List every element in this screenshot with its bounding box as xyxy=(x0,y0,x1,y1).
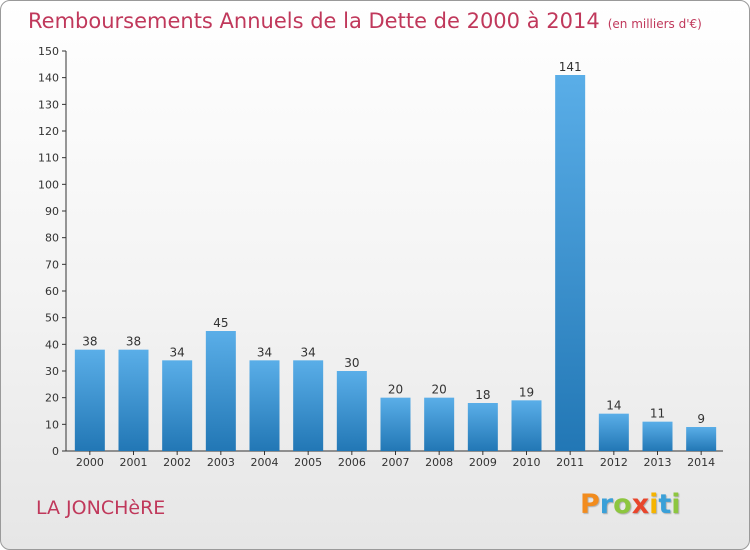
bars xyxy=(74,75,717,451)
data-label: 141 xyxy=(559,60,582,74)
y-tick-label: 150 xyxy=(38,45,59,58)
y-tick-label: 20 xyxy=(45,392,59,405)
y-tick-label: 120 xyxy=(38,125,59,138)
bar xyxy=(642,421,673,451)
bar xyxy=(74,349,105,451)
bar xyxy=(205,331,236,451)
logo-letter: r xyxy=(599,489,614,520)
data-label: 30 xyxy=(344,356,359,370)
bar xyxy=(511,400,542,451)
logo-letter: i xyxy=(649,489,659,520)
bar xyxy=(336,371,367,451)
data-label: 34 xyxy=(301,345,316,359)
y-tick-label: 50 xyxy=(45,312,59,325)
data-label: 38 xyxy=(82,335,97,349)
proxiti-logo[interactable]: Proxiti xyxy=(580,489,681,520)
data-label: 19 xyxy=(519,385,534,399)
x-tick-label: 2014 xyxy=(687,456,715,469)
y-tick-label: 110 xyxy=(38,152,59,165)
data-labels: 38 38 34 45 34 34 30 20 20 18 19 141 14 11 9 xyxy=(82,60,705,426)
y-tick-label: 70 xyxy=(45,258,59,271)
bar xyxy=(293,360,324,451)
x-tick-label: 2006 xyxy=(338,456,366,469)
logo-letter: t xyxy=(658,489,672,520)
x-tick-label: 2004 xyxy=(251,456,279,469)
axes: 0 10 20 30 40 50 60 70 80 90 100 110 120 130 140 150 200… xyxy=(38,45,723,469)
bar xyxy=(118,349,149,451)
y-tick-label: 140 xyxy=(38,72,59,85)
logo-letter: P xyxy=(580,489,600,520)
y-tick-label: 10 xyxy=(45,418,59,431)
data-label: 14 xyxy=(606,399,621,413)
y-tick-label: 90 xyxy=(45,205,59,218)
y-tick-label: 60 xyxy=(45,285,59,298)
y-tick-label: 0 xyxy=(52,445,59,458)
x-tick-label: 2003 xyxy=(207,456,235,469)
x-tick-label: 2011 xyxy=(556,456,584,469)
logo-letter: x xyxy=(631,489,650,520)
data-label: 20 xyxy=(432,383,447,397)
x-tick-label: 2005 xyxy=(294,456,322,469)
x-tick-label: 2007 xyxy=(382,456,410,469)
logo-letter: i xyxy=(671,489,681,520)
bar xyxy=(249,360,280,451)
data-label: 45 xyxy=(213,316,228,330)
y-tick-label: 100 xyxy=(38,178,59,191)
bar xyxy=(467,403,498,451)
bar xyxy=(686,427,717,451)
x-tick-label: 2000 xyxy=(76,456,104,469)
chart-title: Remboursements Annuels de la Dette de 20… xyxy=(28,9,702,33)
logo-letter: o xyxy=(613,489,632,520)
y-tick-label: 80 xyxy=(45,232,59,245)
data-label: 18 xyxy=(475,388,490,402)
data-label: 20 xyxy=(388,383,403,397)
bar xyxy=(555,75,586,451)
commune-name: LA JONCHèRE xyxy=(36,497,166,519)
chart-title-text: Remboursements Annuels de la Dette de 20… xyxy=(28,9,600,33)
data-label: 34 xyxy=(170,345,185,359)
data-label: 11 xyxy=(650,407,665,421)
chart-subtitle: (en milliers d'€) xyxy=(607,17,702,31)
bar xyxy=(598,413,629,451)
x-tick-label: 2013 xyxy=(644,456,672,469)
bar xyxy=(424,397,455,451)
data-label: 9 xyxy=(697,412,705,426)
data-label: 38 xyxy=(126,335,141,349)
x-tick-label: 2010 xyxy=(513,456,541,469)
x-tick-label: 2009 xyxy=(469,456,497,469)
y-tick-label: 30 xyxy=(45,365,59,378)
bar xyxy=(162,360,193,451)
data-label: 34 xyxy=(257,345,272,359)
x-tick-label: 2012 xyxy=(600,456,628,469)
x-tick-label: 2008 xyxy=(425,456,453,469)
x-tick-label: 2002 xyxy=(163,456,191,469)
bar xyxy=(380,397,411,451)
y-tick-label: 130 xyxy=(38,98,59,111)
y-tick-label: 40 xyxy=(45,338,59,351)
x-tick-label: 2001 xyxy=(120,456,148,469)
